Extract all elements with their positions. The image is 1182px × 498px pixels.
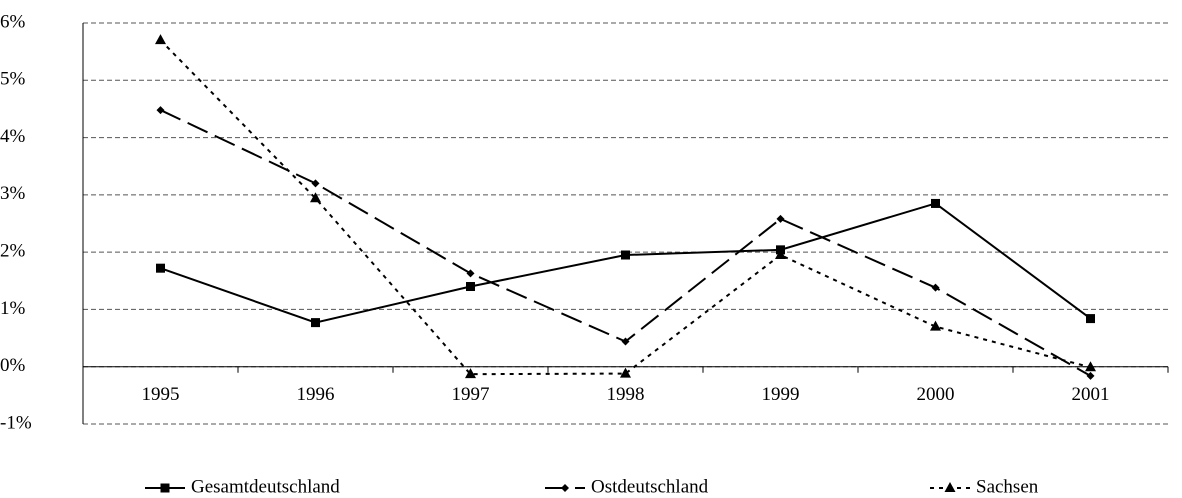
data-point	[931, 198, 940, 208]
data-point	[930, 320, 941, 331]
data-point	[1086, 371, 1095, 380]
y-tick-label: 1%	[0, 298, 26, 319]
data-point	[1086, 314, 1095, 324]
y-tick-label: 6%	[0, 11, 26, 32]
data-point	[620, 367, 631, 378]
data-point	[466, 282, 475, 292]
marker	[561, 484, 569, 492]
y-tick-label: 2%	[0, 241, 26, 262]
data-point	[311, 179, 320, 188]
series-line	[160, 202, 1092, 324]
data-point	[155, 34, 166, 45]
x-tick-label: 1996	[297, 384, 335, 405]
data-point	[466, 269, 475, 278]
x-tick-label: 1999	[762, 384, 800, 405]
marker	[944, 482, 956, 492]
legend-label: Gesamtdeutschland	[191, 476, 340, 497]
x-tick-label: 2001	[1072, 384, 1110, 405]
data-point	[776, 214, 785, 223]
data-point	[621, 250, 630, 260]
y-tick-label: 3%	[0, 183, 26, 204]
legend-label: Sachsen	[976, 476, 1039, 497]
y-tick-label: -1%	[0, 412, 32, 433]
legend-entry: Gesamtdeutschland	[145, 476, 340, 497]
x-tick-label: 1995	[142, 384, 180, 405]
data-point	[156, 263, 165, 273]
x-tick-label: 2000	[917, 384, 955, 405]
legend-label: Ostdeutschland	[591, 476, 709, 497]
series-line	[160, 109, 1091, 377]
x-tick-label: 1998	[607, 384, 645, 405]
x-tick-label: 1997	[452, 384, 490, 405]
series-line	[159, 39, 1091, 376]
data-point	[1085, 361, 1096, 372]
marker	[160, 483, 170, 493]
legend-entry: Ostdeutschland	[545, 476, 709, 497]
data-point	[311, 318, 320, 328]
data-point	[156, 106, 165, 115]
data-point	[775, 249, 786, 260]
data-point	[931, 283, 940, 292]
data-point	[465, 368, 476, 379]
data-point	[621, 337, 630, 346]
legend-entry: Sachsen	[930, 476, 1039, 497]
y-tick-label: 4%	[0, 126, 26, 147]
y-tick-label: 0%	[0, 355, 26, 376]
y-tick-label: 5%	[0, 69, 26, 90]
data-point	[310, 192, 321, 203]
